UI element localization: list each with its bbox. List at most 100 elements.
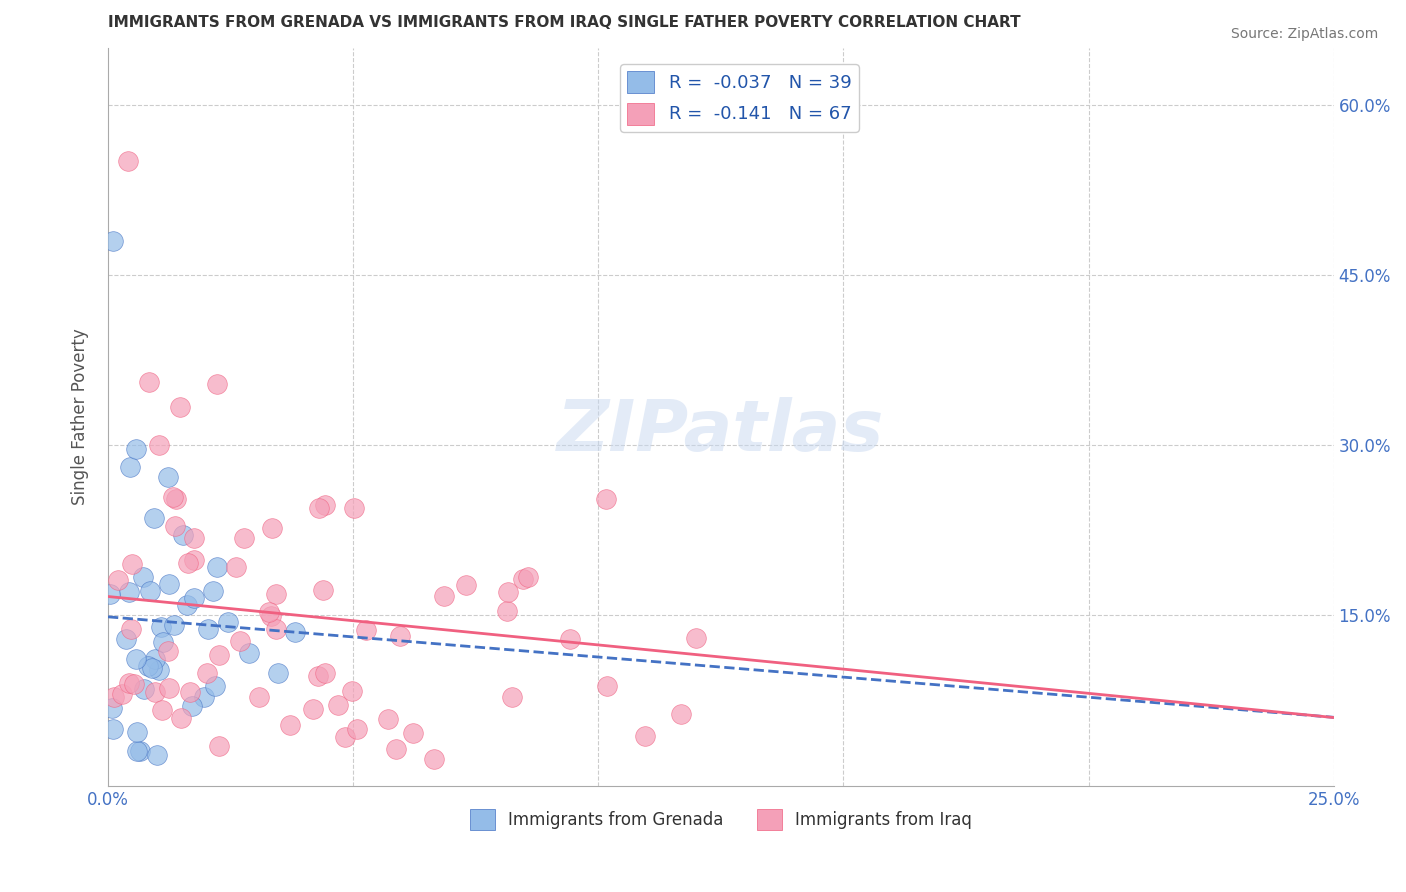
- Point: [496, 604, 519, 618]
- Point: [138, 658, 160, 673]
- Point: [138, 583, 160, 598]
- Point: [156, 644, 179, 658]
- Point: [157, 681, 180, 696]
- Point: [501, 690, 523, 704]
- Point: [264, 622, 287, 636]
- Point: [165, 518, 187, 533]
- Point: [308, 500, 330, 515]
- Point: [595, 492, 617, 507]
- Point: [143, 651, 166, 665]
- Point: [148, 663, 170, 677]
- Point: [150, 703, 173, 717]
- Point: [193, 690, 215, 704]
- Point: [496, 585, 519, 599]
- Point: [402, 726, 425, 740]
- Point: [346, 723, 368, 737]
- Point: [326, 698, 349, 712]
- Point: [103, 690, 125, 705]
- Point: [169, 401, 191, 415]
- Point: [162, 490, 184, 504]
- Point: [516, 570, 538, 584]
- Point: [163, 617, 186, 632]
- Point: [208, 648, 231, 662]
- Point: [284, 624, 307, 639]
- Point: [170, 711, 193, 725]
- Text: ZIPatlas: ZIPatlas: [557, 397, 884, 466]
- Point: [312, 583, 335, 598]
- Point: [225, 559, 247, 574]
- Point: [377, 712, 399, 726]
- Point: [157, 577, 180, 591]
- Point: [389, 629, 412, 643]
- Point: [177, 557, 200, 571]
- Point: [264, 587, 287, 601]
- Point: [232, 532, 254, 546]
- Point: [132, 570, 155, 584]
- Y-axis label: Single Father Poverty: Single Father Poverty: [72, 328, 89, 505]
- Point: [634, 730, 657, 744]
- Point: [157, 470, 180, 484]
- Point: [114, 632, 136, 646]
- Text: IMMIGRANTS FROM GRENADA VS IMMIGRANTS FROM IRAQ SINGLE FATHER POVERTY CORRELATIO: IMMIGRANTS FROM GRENADA VS IMMIGRANTS FR…: [108, 15, 1021, 30]
- Point: [101, 722, 124, 736]
- Point: [107, 573, 129, 587]
- Point: [166, 492, 188, 507]
- Point: [125, 724, 148, 739]
- Point: [143, 685, 166, 699]
- Point: [152, 634, 174, 648]
- Point: [205, 560, 228, 574]
- Point: [278, 717, 301, 731]
- Point: [228, 634, 250, 648]
- Point: [138, 375, 160, 389]
- Point: [118, 585, 141, 599]
- Point: [354, 623, 377, 637]
- Point: [454, 578, 477, 592]
- Point: [122, 677, 145, 691]
- Point: [118, 459, 141, 474]
- Point: [266, 665, 288, 680]
- Point: [204, 679, 226, 693]
- Legend: Immigrants from Grenada, Immigrants from Iraq: Immigrants from Grenada, Immigrants from…: [463, 803, 979, 837]
- Point: [669, 707, 692, 722]
- Point: [560, 632, 582, 646]
- Point: [385, 742, 408, 756]
- Point: [314, 666, 336, 681]
- Point: [179, 685, 201, 699]
- Point: [343, 500, 366, 515]
- Point: [141, 661, 163, 675]
- Point: [195, 665, 218, 680]
- Point: [260, 609, 283, 624]
- Point: [118, 676, 141, 690]
- Point: [208, 739, 231, 754]
- Point: [98, 587, 121, 601]
- Point: [125, 651, 148, 665]
- Point: [314, 499, 336, 513]
- Point: [142, 510, 165, 524]
- Point: [132, 682, 155, 697]
- Point: [117, 154, 139, 169]
- Point: [183, 553, 205, 567]
- Point: [262, 521, 284, 535]
- Point: [433, 590, 456, 604]
- Point: [205, 377, 228, 392]
- Point: [249, 690, 271, 704]
- Point: [301, 702, 323, 716]
- Point: [217, 615, 239, 630]
- Point: [512, 572, 534, 586]
- Point: [150, 620, 173, 634]
- Point: [307, 669, 329, 683]
- Point: [183, 591, 205, 606]
- Point: [181, 699, 204, 714]
- Text: Source: ZipAtlas.com: Source: ZipAtlas.com: [1230, 27, 1378, 41]
- Point: [125, 442, 148, 456]
- Point: [333, 730, 356, 744]
- Point: [148, 438, 170, 452]
- Point: [685, 631, 707, 645]
- Point: [127, 744, 149, 758]
- Point: [176, 599, 198, 613]
- Point: [120, 622, 142, 636]
- Point: [596, 679, 619, 693]
- Point: [183, 531, 205, 545]
- Point: [111, 687, 134, 701]
- Point: [202, 584, 225, 599]
